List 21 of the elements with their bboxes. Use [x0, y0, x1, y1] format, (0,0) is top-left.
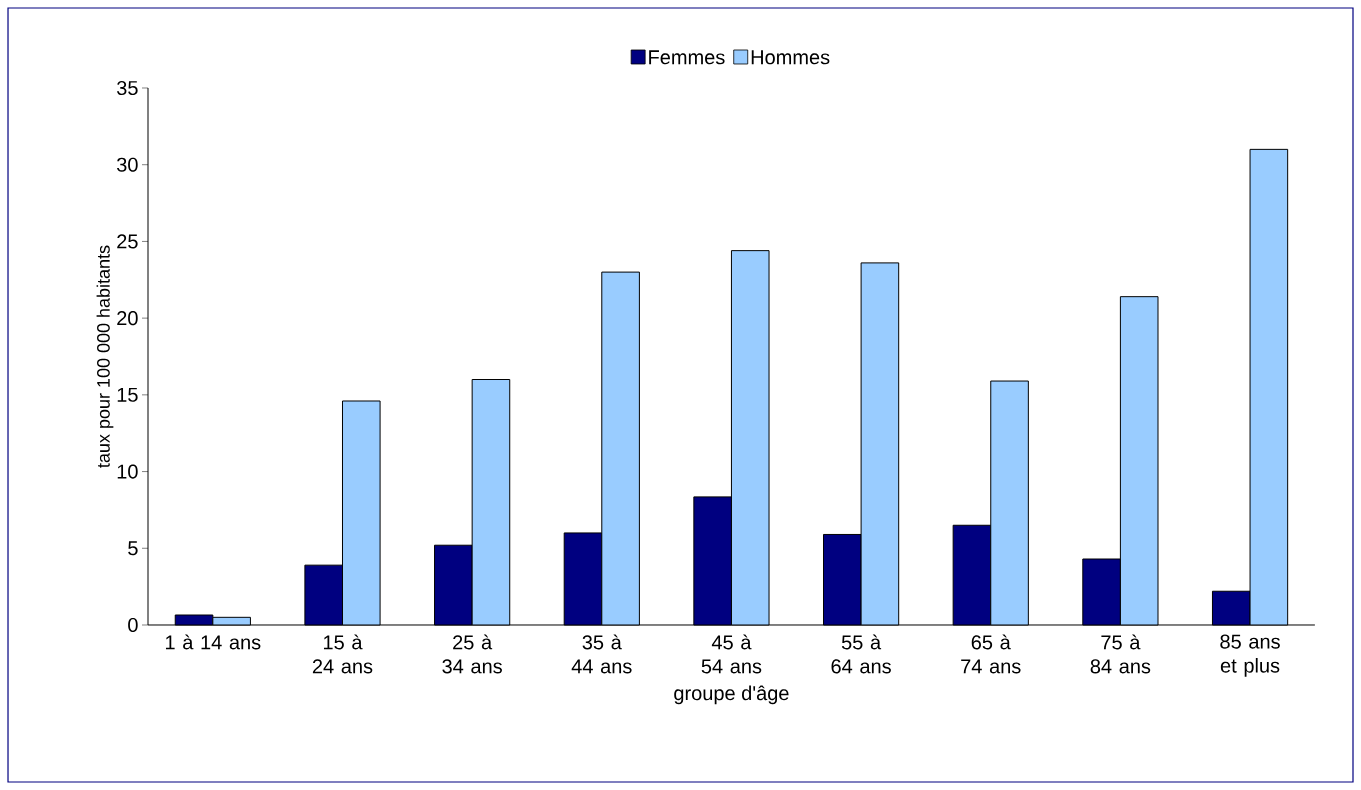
y-tick-label: 0	[128, 617, 138, 633]
x-tick-label: 25 à 34 ans	[442, 634, 502, 674]
y-tick-label: 30	[117, 157, 138, 172]
x-tick-label: 35 à 44 ans	[571, 634, 632, 674]
y-tick-label: 25	[117, 234, 138, 249]
y-axis-title: taux pour 100 000 habitants	[96, 245, 114, 468]
y-tick-label: 10	[117, 464, 138, 479]
y-tick-label: 35	[117, 80, 138, 96]
y-tick-label: 15	[117, 387, 138, 402]
y-tick-label: 5	[128, 541, 138, 556]
x-tick-label: 1 à 14 ans	[165, 634, 261, 650]
y-tick-label: 20	[117, 311, 138, 326]
x-tick-label: 45 à 54 ans	[701, 634, 762, 674]
legend-label: Femmes	[649, 50, 725, 65]
x-tick-label: 85 ans et plus	[1220, 634, 1280, 677]
x-tick-label: 55 à 64 ans	[831, 634, 891, 674]
x-tick-label: 15 à 24 ans	[312, 634, 373, 674]
legend-label: Hommes	[751, 50, 830, 65]
x-axis-title: groupe d'âge	[674, 685, 789, 705]
x-tick-label: 65 à 74 ans	[961, 634, 1021, 674]
x-tick-label: 75 à 84 ans	[1090, 634, 1151, 674]
